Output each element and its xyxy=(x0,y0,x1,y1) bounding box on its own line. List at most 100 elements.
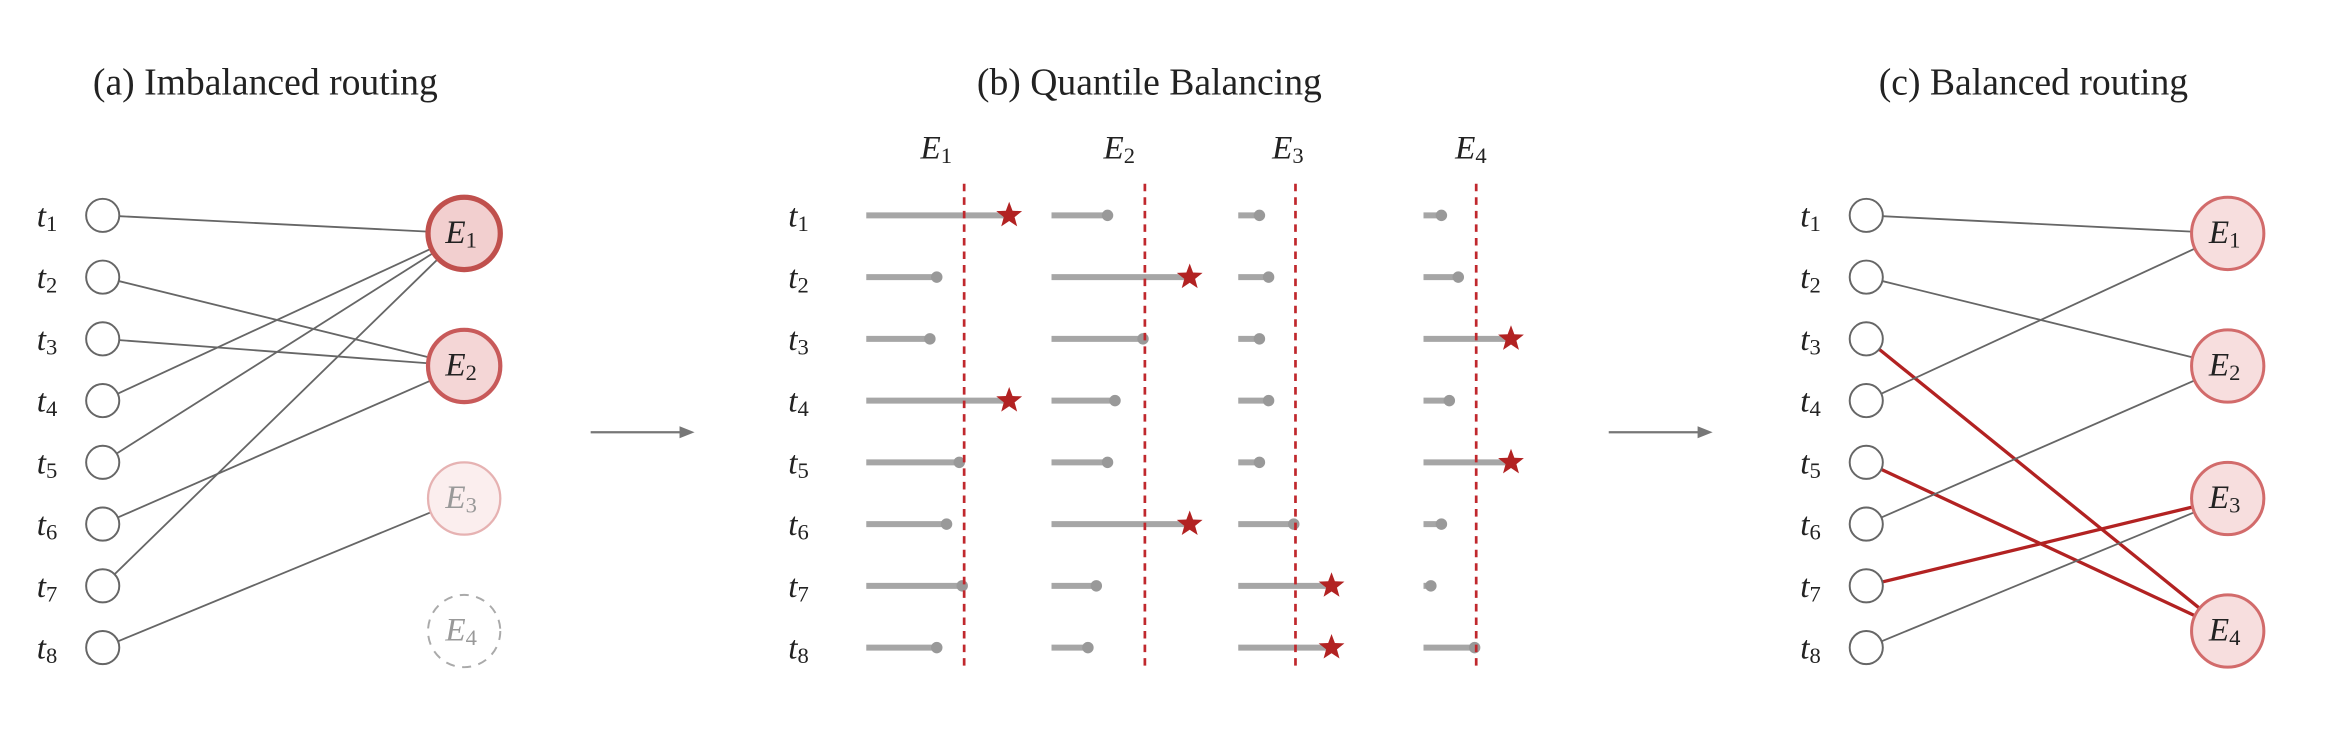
token-label: t1 xyxy=(37,197,58,236)
label-sub: 8 xyxy=(46,643,57,668)
token-node xyxy=(1848,506,1884,542)
label-sub: 3 xyxy=(466,493,477,518)
routing-edge xyxy=(119,339,429,365)
routing-edge xyxy=(118,280,430,359)
label-sub: 2 xyxy=(1810,273,1821,298)
token-label: t1 xyxy=(1800,197,1821,236)
label-sub: 6 xyxy=(1810,520,1821,545)
label-var: t xyxy=(788,382,798,419)
expert-label: E1 xyxy=(444,214,477,253)
label-sub: 1 xyxy=(466,228,477,253)
token-node xyxy=(85,506,121,542)
label-sub: 3 xyxy=(797,335,808,360)
label-var: t xyxy=(788,444,798,481)
label-var: E xyxy=(1454,129,1475,166)
token-node xyxy=(1848,444,1884,480)
routing-edge xyxy=(113,258,439,575)
label-var: t xyxy=(37,567,47,604)
panel-title: (b) Quantile Balancing xyxy=(977,61,1322,103)
label-var: E xyxy=(444,214,465,251)
token-node xyxy=(85,259,121,295)
routing-edge xyxy=(1880,467,2196,618)
label-var: t xyxy=(788,259,798,296)
label-var: E xyxy=(444,611,465,648)
label-var: t xyxy=(37,444,47,481)
label-var: t xyxy=(1800,567,1810,604)
expert-label: E2 xyxy=(444,346,477,385)
label-var: E xyxy=(2208,479,2229,516)
panel-title: (c) Balanced routing xyxy=(1879,61,2189,103)
selected-star xyxy=(1318,634,1345,659)
expert-node xyxy=(2190,328,2266,404)
label-var: t xyxy=(788,320,798,357)
token-label: t6 xyxy=(1800,506,1821,545)
label-var: t xyxy=(1800,259,1810,296)
routing-edge xyxy=(119,215,429,233)
label-sub: 2 xyxy=(466,360,477,385)
label-sub: 4 xyxy=(46,396,57,421)
label-var: t xyxy=(37,259,47,296)
score-dot xyxy=(1137,333,1149,345)
label-var: t xyxy=(37,382,47,419)
selected-star xyxy=(1176,510,1203,536)
label-sub: 4 xyxy=(1475,143,1486,168)
score-dot xyxy=(1435,518,1448,530)
token-node xyxy=(1848,383,1884,419)
routing-edge xyxy=(1880,247,2196,395)
label-var: E xyxy=(1271,129,1292,166)
token-node xyxy=(85,197,121,233)
routing-edge xyxy=(116,252,435,455)
routing-edge xyxy=(1882,280,2193,359)
label-var: E xyxy=(2208,214,2229,251)
score-dot xyxy=(953,456,965,469)
expert-node xyxy=(2190,195,2266,272)
token-label: t3 xyxy=(788,320,809,359)
token-node xyxy=(1848,321,1884,357)
label-sub: 6 xyxy=(46,520,57,545)
token-label: t6 xyxy=(788,506,809,545)
expert-label: E3 xyxy=(2208,479,2241,518)
label-sub: 7 xyxy=(797,582,808,607)
label-sub: 3 xyxy=(1810,335,1821,360)
label-sub: 1 xyxy=(46,211,57,236)
score-dot xyxy=(924,333,936,345)
routing-edge xyxy=(117,379,432,519)
score-dot xyxy=(1288,518,1300,530)
label-sub: 7 xyxy=(1810,582,1821,607)
token-label: t4 xyxy=(37,382,58,421)
label-var: t xyxy=(37,506,47,543)
selected-star xyxy=(1176,263,1203,289)
score-dot xyxy=(1443,394,1456,407)
arrow xyxy=(1608,426,1713,439)
token-label: t2 xyxy=(37,259,58,298)
token-label: t5 xyxy=(1800,444,1821,483)
label-sub: 3 xyxy=(46,335,57,360)
token-node xyxy=(85,444,121,480)
label-var: t xyxy=(37,197,47,234)
score-dot xyxy=(931,271,943,283)
token-label: t6 xyxy=(37,506,58,545)
label-sub: 5 xyxy=(46,458,57,483)
label-var: E xyxy=(1103,129,1124,166)
label-var: t xyxy=(1800,197,1810,234)
token-label: t8 xyxy=(37,629,58,668)
label-sub: 1 xyxy=(2229,228,2240,253)
token-label: t4 xyxy=(788,382,809,421)
label-var: t xyxy=(1800,444,1810,481)
selected-star xyxy=(996,387,1023,412)
score-dot xyxy=(1253,333,1266,345)
token-label: t7 xyxy=(37,567,58,606)
label-var: E xyxy=(444,479,465,516)
selected-star xyxy=(996,201,1023,227)
label-var: t xyxy=(788,567,798,604)
expert-header: E2 xyxy=(1103,129,1136,168)
token-node xyxy=(1848,568,1884,604)
token-label: t7 xyxy=(788,567,809,606)
selected-star xyxy=(1498,325,1524,350)
token-label: t5 xyxy=(37,444,58,483)
expert-label: E1 xyxy=(2208,214,2241,253)
score-dot xyxy=(931,641,943,654)
label-var: t xyxy=(788,506,798,543)
token-node xyxy=(1848,630,1884,666)
